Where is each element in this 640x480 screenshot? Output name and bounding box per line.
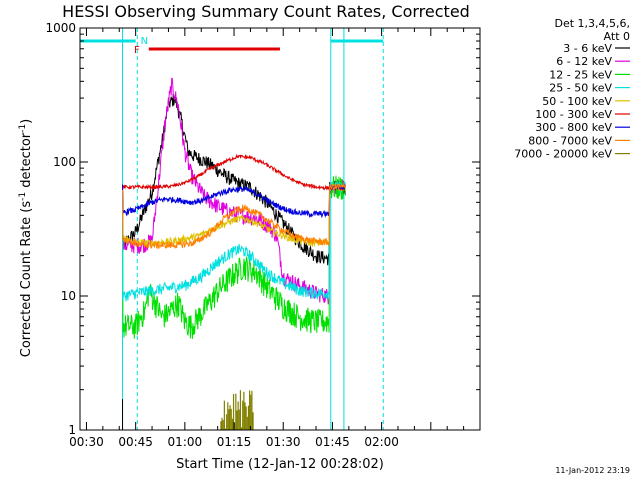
legend-label: 300 - 800 keV [535,121,612,134]
series-line-3-6keV [122,93,346,266]
legend-label: 7000 - 20000 keV [514,148,612,161]
footer-date: 11-Jan-2012 23:19 [555,466,630,475]
y-tick-label: 1 [68,423,76,437]
series-line-300-800keV [122,183,346,219]
series-line-100-300keV [122,153,346,192]
x-tick-label: 01:30 [266,435,301,449]
x-tick-label: 00:45 [118,435,153,449]
chart-title: HESSI Observing Summary Count Rates, Cor… [62,2,470,21]
night-annotation: N [141,36,148,47]
y-tick-label: 10 [61,289,76,303]
legend-label: 25 - 50 keV [549,82,612,95]
plot-frame [79,27,481,431]
y-tick-label: 100 [53,155,76,169]
y-tick-label: 1000 [45,21,76,35]
svg-text:Corrected Count Rate (s-1 dete: Corrected Count Rate (s-1 detector-1) [18,119,34,357]
legend-label: 50 - 100 keV [542,95,612,108]
series-line-6-12keV [122,77,346,305]
series-line-25-50keV [122,181,346,302]
plot-area: NF 1 10 100 1000 00:30 00:45 01:00 01:15 01:30 01:… [45,21,481,449]
x-tick-label: 00:30 [69,435,104,449]
legend-label: 100 - 300 keV [535,108,612,121]
x-tick-label: 01:15 [217,435,252,449]
legend-header-line1: Det 1,3,4,5,6, [554,17,630,30]
legend-label: 6 - 12 keV [556,55,612,68]
legend-label: 12 - 25 keV [549,68,612,81]
y-axis-label: Corrected Count Rate (s-1 detector-1) [18,119,34,357]
legend-header-line2: Att 0 [604,30,630,43]
legend-label: 800 - 7000 keV [528,134,612,147]
x-tick-label: 02:00 [364,435,399,449]
x-axis-label: Start Time (12-Jan-12 00:28:02) [176,457,384,472]
series-line-50-100keV [122,183,346,248]
flare-annotation: F [134,45,140,56]
x-tick-label: 01:00 [168,435,203,449]
x-tick-label: 01:45 [315,435,350,449]
series-line-800-7000keV [122,182,346,250]
series-line-12-25keV [122,175,346,339]
legend-label: 3 - 6 keV [563,42,612,55]
